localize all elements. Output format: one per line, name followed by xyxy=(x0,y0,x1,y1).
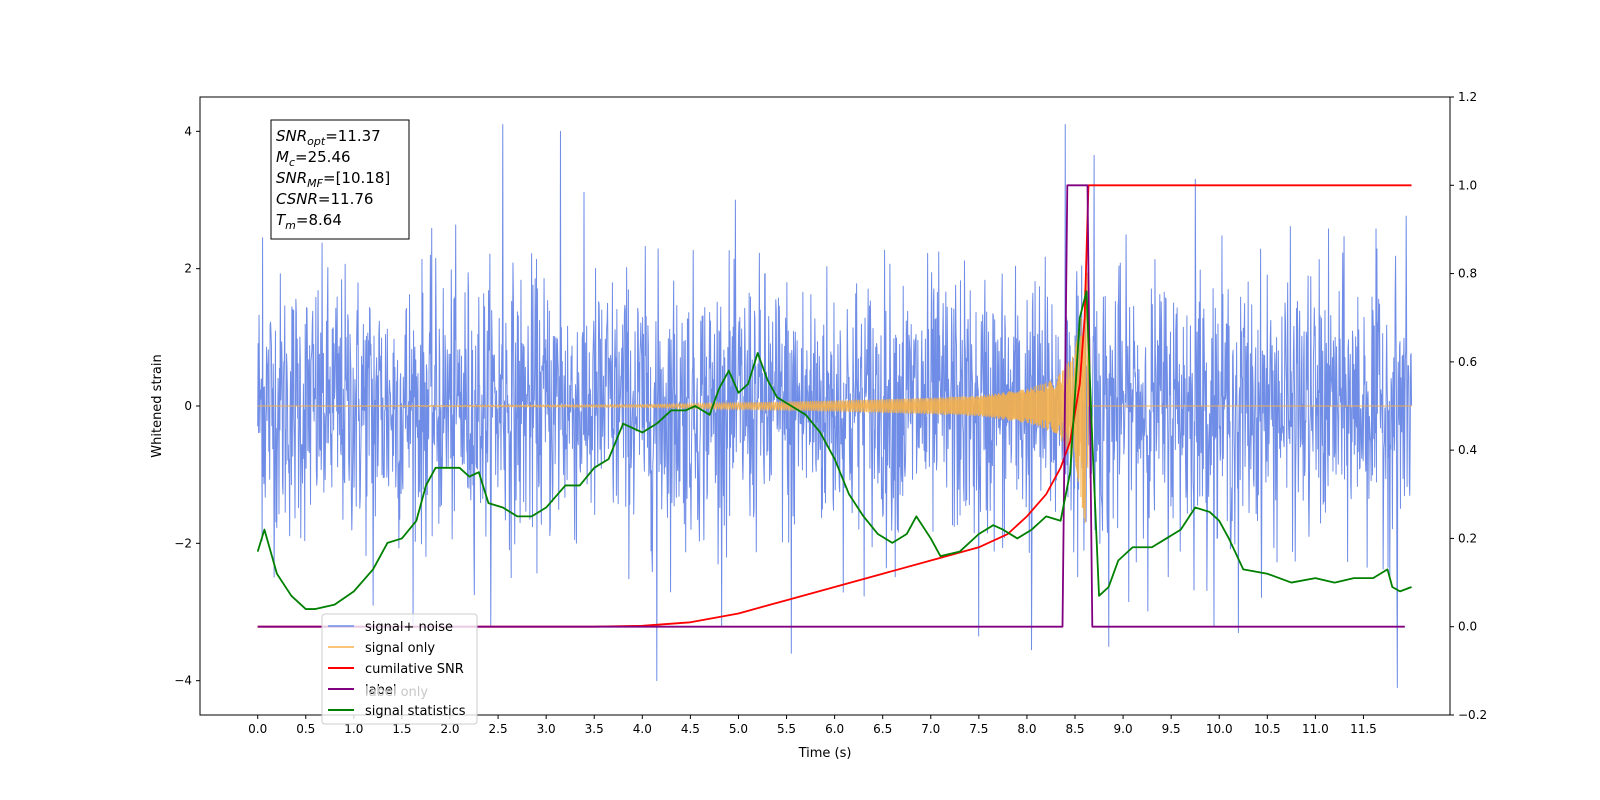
annotation-line: Mc=25.46 xyxy=(276,148,351,169)
annotation-subscript: m xyxy=(285,219,296,232)
right-y-tick-label: 1.2 xyxy=(1458,90,1477,104)
x-tick-label: 7.5 xyxy=(969,722,988,736)
x-tick-label: 2.5 xyxy=(489,722,508,736)
annotation-line: SNRopt=11.37 xyxy=(276,127,381,148)
right-y-tick-label: 0.0 xyxy=(1458,620,1477,634)
annotation-subscript: MF xyxy=(307,177,323,190)
annotation-value: =8.64 xyxy=(296,211,342,229)
x-tick-label: 11.0 xyxy=(1302,722,1329,736)
annotation-value: =25.46 xyxy=(295,148,351,166)
right-y-tick-label: 1.0 xyxy=(1458,178,1477,192)
signal-only-series xyxy=(257,272,1412,524)
x-tick-label: 9.5 xyxy=(1162,722,1181,736)
signal-only-line xyxy=(257,272,1412,524)
cumilative-snr-line xyxy=(257,184,1412,628)
stats-annotation-box: SNRopt=11.37Mc=25.46SNRMF=[10.18]CSNR=11… xyxy=(270,119,410,240)
annotation-subscript: c xyxy=(289,156,295,169)
legend-entry: signal+ noise xyxy=(365,620,453,635)
legend-entry: signal only xyxy=(365,641,435,656)
annotation-symbol: CSNR xyxy=(276,190,318,208)
annotation-line: CSNR=11.76 xyxy=(276,190,373,208)
annotation-symbol: SNR xyxy=(276,169,307,187)
legend-entry: cumilative SNR xyxy=(365,662,464,677)
x-tick-label: 0.5 xyxy=(296,722,315,736)
x-tick-label: 7.0 xyxy=(921,722,940,736)
annotation-frame xyxy=(270,119,410,240)
annotation-subscript: opt xyxy=(307,135,326,148)
x-tick-label: 10.5 xyxy=(1254,722,1281,736)
right-y-tick-label: 0.4 xyxy=(1458,443,1477,457)
x-tick-label: 6.0 xyxy=(825,722,844,736)
legend-entry: signal statistics xyxy=(365,704,466,719)
x-tick-label: 10.0 xyxy=(1206,722,1233,736)
label-line xyxy=(257,184,1405,628)
legend-frame xyxy=(321,613,478,725)
legend-entry: label xyxy=(365,683,396,698)
left-y-tick-label: −2 xyxy=(174,536,192,550)
left-y-tick-label: 2 xyxy=(184,262,192,276)
legend: signal+ noise signal only cumilative SNR la… xyxy=(321,613,478,725)
left-y-tick-label: −4 xyxy=(174,674,192,688)
annotation-symbol: T xyxy=(276,211,287,229)
x-axis-ticks: 0.0 0.5 1.0 1.5 2.0 2.5 3.0 3.5 4.0 4.5 5.0 5.5 6.0 6… xyxy=(248,715,1377,736)
x-tick-label: 8.0 xyxy=(1017,722,1036,736)
left-y-axis-ticks: −4 −2 0 2 4 xyxy=(174,124,200,688)
x-tick-label: 3.5 xyxy=(585,722,604,736)
signal-statistics-line xyxy=(256,290,1412,610)
x-tick-label: 2.0 xyxy=(440,722,459,736)
x-tick-label: 5.5 xyxy=(777,722,796,736)
signal-noise-series xyxy=(257,123,1413,689)
right-y-tick-label: 0.8 xyxy=(1458,267,1477,281)
right-y-tick-label: −0.2 xyxy=(1458,708,1487,722)
x-tick-label: 8.5 xyxy=(1065,722,1084,736)
right-y-axis-ticks: −0.2 0.0 0.2 0.4 0.6 0.8 1.0 1.2 xyxy=(1450,90,1487,722)
annotation-line: Tm=8.64 xyxy=(276,211,342,232)
annotation-value: =11.37 xyxy=(325,127,381,145)
x-tick-label: 3.0 xyxy=(537,722,556,736)
annotation-symbol: SNR xyxy=(276,127,307,145)
annotation-symbol: M xyxy=(276,148,289,166)
x-axis-label: Time (s) xyxy=(798,746,852,761)
x-tick-label: 1.0 xyxy=(344,722,363,736)
legend-entry: label only xyxy=(365,685,428,700)
right-axis-series xyxy=(256,184,1412,628)
x-tick-label: 0.0 xyxy=(248,722,267,736)
annotation-value: =[10.18] xyxy=(323,169,390,187)
left-y-tick-label: 0 xyxy=(184,399,192,413)
x-tick-label: 4.0 xyxy=(633,722,652,736)
annotation-value: =11.76 xyxy=(318,190,374,208)
signal-noise-line xyxy=(257,123,1413,689)
x-tick-label: 5.0 xyxy=(729,722,748,736)
annotation-line: SNRMF=[10.18] xyxy=(276,169,390,190)
x-tick-label: 11.5 xyxy=(1350,722,1377,736)
left-y-tick-label: 4 xyxy=(184,124,192,138)
x-tick-label: 9.0 xyxy=(1114,722,1133,736)
left-y-axis-label: Whitened strain xyxy=(150,354,165,457)
x-tick-label: 6.5 xyxy=(873,722,892,736)
x-tick-label: 1.5 xyxy=(392,722,411,736)
x-tick-label: 4.5 xyxy=(681,722,700,736)
right-y-tick-label: 0.2 xyxy=(1458,531,1477,545)
right-y-tick-label: 0.6 xyxy=(1458,355,1477,369)
